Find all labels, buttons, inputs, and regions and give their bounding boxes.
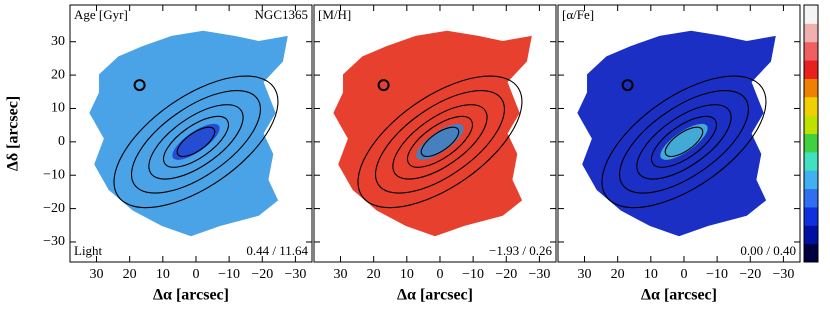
colorbar-cell	[804, 78, 818, 98]
map-field	[333, 30, 532, 237]
contour	[618, 90, 749, 194]
frame	[313, 4, 557, 263]
x-tick-label: 30	[334, 267, 348, 282]
map-field	[577, 30, 776, 237]
x-tick-label: 20	[123, 267, 137, 282]
x-tick-label: 10	[156, 267, 170, 282]
y-tick-label: −30	[43, 234, 65, 249]
x-tick-label: −10	[462, 267, 484, 282]
map-field	[89, 30, 288, 237]
x-tick-label: 20	[611, 267, 625, 282]
frame	[557, 4, 801, 263]
x-tick-label: −10	[706, 267, 728, 282]
y-tick-label: 0	[58, 134, 65, 149]
colorbar-cell	[804, 96, 818, 116]
contour	[650, 115, 717, 168]
contour	[176, 126, 216, 158]
x-tick-label: −30	[284, 267, 306, 282]
map-core	[172, 123, 220, 160]
contour	[664, 126, 704, 158]
range-label: −1.93 / 0.26	[489, 243, 552, 258]
panel-title: Age [Gyr]	[74, 7, 128, 22]
x-tick-label: −30	[528, 267, 550, 282]
x-tick-label: 10	[644, 267, 658, 282]
panel: 30 20 10 0 −10 −20 −30 Δα [arcsec] [M/H] −1.93 / …	[313, 4, 557, 304]
colorbar-cell	[804, 170, 818, 190]
x-tick-label: −10	[218, 267, 240, 282]
contour	[406, 115, 473, 168]
panel-title: [α/Fe]	[562, 7, 594, 22]
contour	[130, 90, 261, 194]
x-tick-label: 0	[680, 267, 687, 282]
contour	[133, 79, 146, 92]
panel: 30 20 10 0 −10 −20 −30 −30 −20 −10 0 10 20 30 Δα [arcs…	[5, 4, 313, 304]
y-tick-label: 30	[51, 34, 65, 49]
colorbar-cell	[804, 41, 818, 61]
x-axis-label: Δα [arcsec]	[641, 287, 717, 304]
contour	[636, 104, 732, 180]
x-axis-label: Δα [arcsec]	[153, 287, 229, 304]
x-tick-label: 0	[192, 267, 199, 282]
contour	[374, 90, 505, 194]
contour	[148, 104, 244, 180]
colorbar-cell	[804, 115, 818, 134]
y-tick-label: −20	[43, 201, 65, 216]
map	[577, 30, 776, 237]
x-tick-label: −20	[739, 267, 761, 282]
object-name: NGC1365	[255, 7, 308, 22]
colorbar-cell	[804, 5, 818, 24]
y-tick-label: 20	[51, 67, 65, 82]
x-tick-label: −20	[495, 267, 517, 282]
range-label: 0.00 / 0.40	[740, 243, 796, 258]
x-tick-label: −30	[772, 267, 794, 282]
map-core	[416, 123, 464, 160]
y-tick-label: 10	[51, 101, 65, 116]
contour	[113, 75, 279, 209]
colorbar-cell	[804, 188, 818, 208]
colorbar-cell	[804, 60, 818, 79]
x-tick-label: 20	[367, 267, 381, 282]
panel: 30 20 10 0 −10 −20 −30 Δα [arcsec] [α/Fe] 0.00 / …	[557, 4, 819, 304]
contour	[377, 79, 390, 92]
map-core	[660, 123, 708, 160]
contour	[392, 104, 488, 180]
map	[333, 30, 532, 237]
y-tick-label: −10	[43, 167, 65, 182]
x-tick-label: −20	[251, 267, 273, 282]
y-axis-label: Δδ [arcsec]	[5, 96, 22, 171]
x-tick-label: 30	[90, 267, 104, 282]
x-tick-label: 10	[400, 267, 414, 282]
contour	[162, 115, 229, 168]
note: Light	[74, 243, 103, 258]
contour	[420, 126, 460, 158]
contour	[601, 75, 767, 209]
frame	[69, 4, 313, 263]
x-axis-label: Δα [arcsec]	[397, 287, 473, 304]
range-label: 0.44 / 11.64	[246, 243, 308, 258]
colorbar-cell	[804, 243, 818, 263]
x-tick-label: 0	[436, 267, 443, 282]
panel-title: [M/H]	[318, 7, 351, 22]
x-tick-label: 30	[578, 267, 592, 282]
colorbar-cell	[804, 206, 818, 226]
colorbar-cell	[804, 151, 818, 171]
contour	[621, 79, 634, 92]
contour	[357, 75, 523, 209]
colorbar-frame	[803, 4, 819, 263]
map	[89, 30, 288, 237]
colorbar-cell	[804, 23, 818, 43]
colorbar-cell	[804, 133, 818, 153]
colorbar-cell	[804, 225, 818, 245]
